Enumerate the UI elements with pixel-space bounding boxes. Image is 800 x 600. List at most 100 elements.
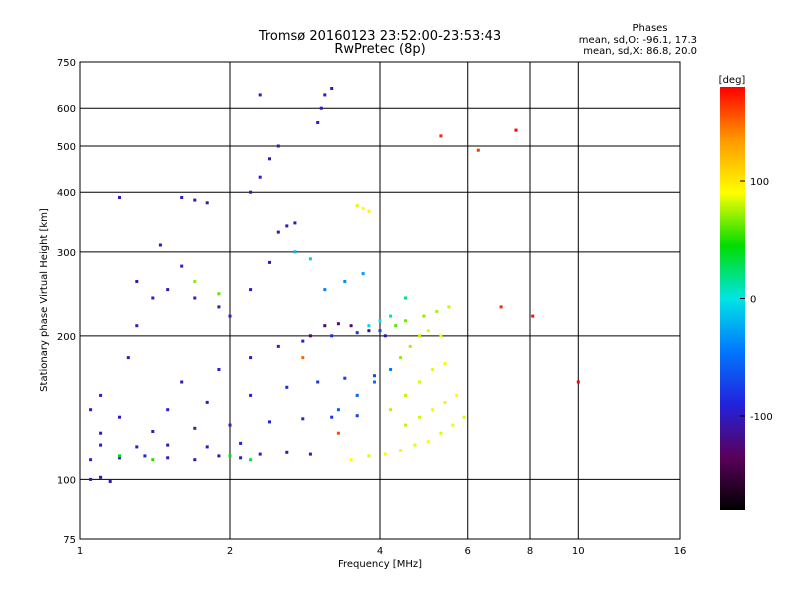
data-point <box>355 414 359 418</box>
data-point <box>439 334 443 338</box>
data-point <box>308 257 312 261</box>
data-point <box>99 443 103 447</box>
data-point <box>373 380 376 384</box>
data-point <box>435 309 439 313</box>
data-point <box>426 329 430 333</box>
y-tick-label: 300 <box>57 248 76 259</box>
data-point <box>205 201 209 205</box>
data-point <box>293 221 297 225</box>
data-point <box>89 477 93 481</box>
x-tick-label: 16 <box>674 546 687 557</box>
data-point <box>99 475 103 479</box>
data-point <box>205 445 209 449</box>
data-point <box>422 314 426 318</box>
data-point <box>404 319 407 323</box>
data-point <box>330 87 334 90</box>
data-point <box>151 430 155 433</box>
data-point <box>308 334 312 338</box>
data-point <box>249 393 253 397</box>
data-point <box>193 458 197 462</box>
data-point <box>514 128 518 132</box>
data-point <box>389 368 393 371</box>
data-point <box>399 356 403 360</box>
data-point <box>180 380 184 384</box>
plot-frame <box>79 61 681 540</box>
data-point <box>499 305 503 309</box>
data-point <box>99 393 103 397</box>
data-point <box>330 415 334 419</box>
data-point <box>316 380 320 384</box>
colorbar-ticks: 100 0 -100 <box>740 177 773 423</box>
data-point <box>126 356 130 360</box>
data-point <box>367 329 371 333</box>
data-point <box>404 393 407 397</box>
data-point <box>394 324 398 328</box>
data-point <box>301 339 305 343</box>
data-point <box>249 190 253 194</box>
colorbar-label: [deg] <box>719 75 746 86</box>
data-point <box>439 134 443 138</box>
colorbar-tick-label: 0 <box>750 295 756 306</box>
data-point <box>367 209 371 213</box>
data-point <box>193 280 197 283</box>
data-point <box>118 454 121 458</box>
data-point <box>285 224 289 228</box>
data-point <box>355 393 359 397</box>
data-point <box>249 356 253 360</box>
data-point <box>99 431 103 435</box>
data-point <box>151 296 155 300</box>
data-point <box>439 431 443 435</box>
y-tick-label: 200 <box>57 332 76 343</box>
data-point <box>249 458 253 462</box>
data-point <box>462 415 466 419</box>
data-point <box>443 400 447 404</box>
data-point <box>217 368 221 371</box>
data-point <box>108 480 112 483</box>
data-point <box>447 305 451 309</box>
data-point <box>343 280 347 283</box>
data-point <box>323 288 327 292</box>
data-point <box>308 452 312 456</box>
data-point <box>285 385 289 389</box>
data-point <box>426 440 430 444</box>
data-point <box>193 198 197 202</box>
y-tick-label: 400 <box>57 188 76 199</box>
x-tick-label: 2 <box>227 546 233 557</box>
colorbar-tick-label: 100 <box>750 177 769 188</box>
data-point <box>89 458 93 462</box>
y-tick-label: 750 <box>57 58 76 69</box>
data-point <box>166 408 170 412</box>
data-point <box>217 454 221 458</box>
data-point <box>399 449 403 452</box>
data-point <box>166 456 170 460</box>
data-point <box>166 443 170 447</box>
data-point <box>316 121 320 124</box>
data-point <box>228 454 232 458</box>
data-point <box>383 334 387 338</box>
data-point <box>431 408 435 412</box>
data-point <box>323 93 327 97</box>
data-point <box>431 368 435 371</box>
colorbar-tick-label: -100 <box>750 412 773 423</box>
data-point <box>531 314 535 318</box>
data-point <box>249 288 253 292</box>
data-point <box>361 272 365 276</box>
data-point <box>135 280 139 283</box>
data-point <box>205 400 209 404</box>
data-point <box>276 230 280 234</box>
data-point <box>258 93 262 97</box>
data-point <box>367 454 371 458</box>
data-point <box>268 157 271 161</box>
data-point <box>349 324 353 328</box>
data-point <box>455 393 459 397</box>
data-point <box>367 324 371 328</box>
chart-title: Tromsø 20160123 23:52:00-23:53:43 <box>258 29 501 44</box>
data-point <box>135 324 139 328</box>
x-tick-label: 1 <box>77 546 83 557</box>
data-point <box>418 334 421 338</box>
data-point <box>301 417 305 421</box>
data-point <box>89 408 93 412</box>
data-point <box>301 356 305 360</box>
data-point <box>276 344 280 348</box>
